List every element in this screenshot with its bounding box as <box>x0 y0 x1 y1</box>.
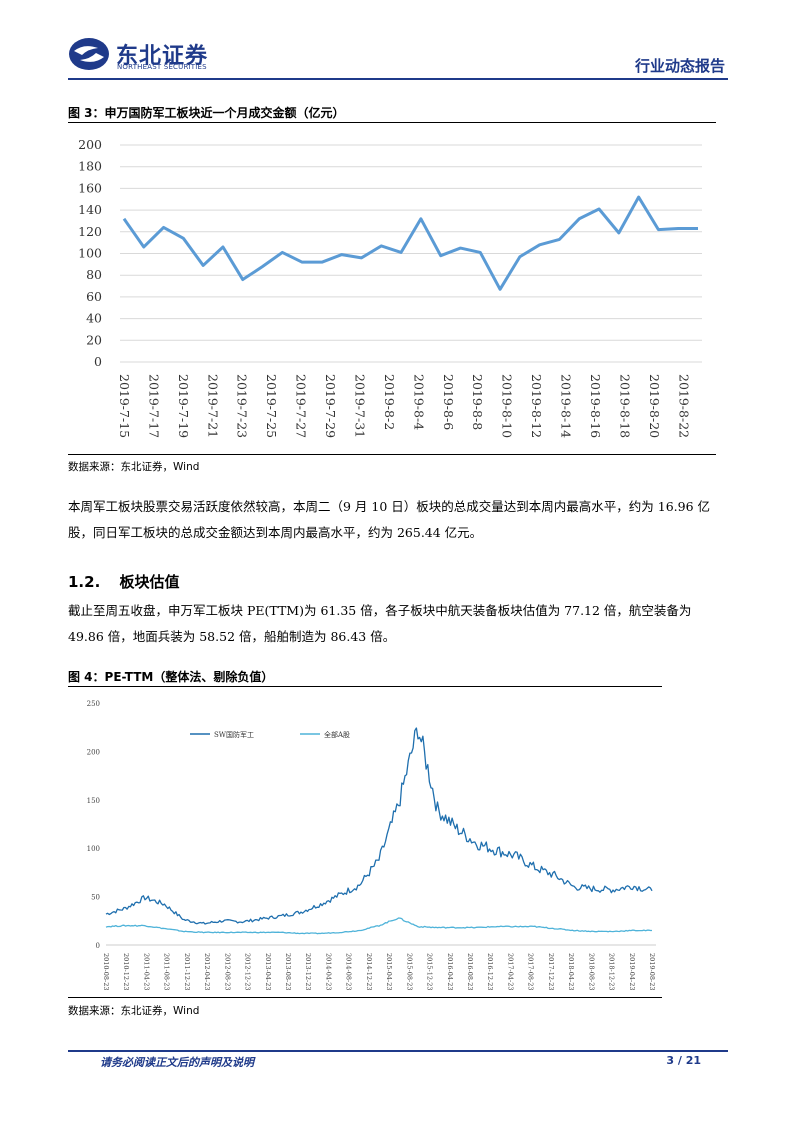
chart2-x-tick-label: 2013-08-23 <box>284 953 292 990</box>
chart2-x-tick-label: 2013-04-23 <box>264 953 272 990</box>
chart2-x-tick-label: 2012-08-23 <box>223 953 231 990</box>
logo-text-cn: 东北证券 <box>116 44 209 69</box>
chart2-y-tick-label: 100 <box>87 845 100 853</box>
chart1-y-tick-label: 120 <box>78 224 102 239</box>
chart2-x-tick-label: 2014-08-23 <box>345 953 353 990</box>
figure3-line-chart: 0 20 40 60 80 100 120 140 160 180 200 2019-7-15 2019… <box>78 137 702 438</box>
chart1-y-tick-label: 180 <box>78 159 102 174</box>
chart1-y-tick-label: 160 <box>78 180 102 195</box>
logo-text-en: NORTHEAST SECURITIES <box>117 63 207 71</box>
chart1-x-tick-label: 2019-8-12 <box>529 374 544 438</box>
chart2-y-tick-label: 200 <box>87 748 100 756</box>
chart2-x-tick-label: 2010-08-23 <box>102 953 110 990</box>
chart2-x-tick-label: 2013-12-23 <box>304 953 312 990</box>
report-type: 行业动态报告 <box>634 57 725 75</box>
chart2-x-tick-label: 2016-04-23 <box>446 953 454 990</box>
chart1-x-tick-label: 2019-8-8 <box>470 374 485 430</box>
chart2-x-tick-label: 2018-08-23 <box>587 953 595 990</box>
chart1-x-tick-label: 2019-7-15 <box>117 374 132 438</box>
chart1-y-tick-label: 140 <box>78 202 102 217</box>
chart1-x-tick-label: 2019-8-4 <box>411 374 426 430</box>
figure3-top-rule <box>68 122 716 123</box>
chart2-x-tick-label: 2019-08-23 <box>648 953 656 990</box>
figure4-source: 数据来源：东北证券，Wind <box>68 1005 200 1017</box>
section-title: 板块估值 <box>119 573 180 591</box>
chart1-x-tick-label: 2019-7-19 <box>176 374 191 438</box>
chart2-series-line-all-a-shares <box>105 917 653 935</box>
figure4-top-rule <box>68 686 662 687</box>
chart1-x-tick-label: 2019-8-14 <box>559 374 574 438</box>
figure3-bottom-rule <box>68 454 716 455</box>
chart2-x-tick-label: 2015-08-23 <box>405 953 413 990</box>
chart1-x-tick-label: 2019-7-27 <box>294 374 309 438</box>
chart2-x-tick-label: 2012-12-23 <box>244 953 252 990</box>
footer-divider <box>68 1050 728 1052</box>
chart2-y-tick-label: 50 <box>91 894 100 902</box>
chart2-x-tick-label: 2010-12-23 <box>122 953 130 990</box>
chart2-x-tick-label: 2016-12-23 <box>486 953 494 990</box>
chart1-x-tick-label: 2019-8-18 <box>617 374 632 438</box>
header-divider <box>68 78 728 80</box>
section-heading: 1.2. 板块估值 <box>68 571 180 592</box>
chart2-x-tick-label: 2017-08-23 <box>527 953 535 990</box>
chart2-y-tick-label: 0 <box>96 942 100 950</box>
chart2-x-tick-label: 2014-04-23 <box>324 953 332 990</box>
chart2-series-line-sw-defense <box>105 727 653 925</box>
chart1-y-tick-label: 80 <box>86 267 102 282</box>
chart2-x-tick-label: 2016-08-23 <box>466 953 474 990</box>
chart2-x-tick-label: 2015-04-23 <box>385 953 393 990</box>
chart2-x-tick-label: 2011-04-23 <box>142 953 150 990</box>
figure4-title: 图 4：PE-TTM（整体法、剔除负值） <box>68 670 274 684</box>
chart1-x-tick-label: 2019-8-22 <box>676 374 691 438</box>
chart1-y-tick-label: 40 <box>86 311 102 326</box>
chart2-x-tick-label: 2011-12-23 <box>183 953 191 990</box>
chart1-x-tick-label: 2019-7-31 <box>352 374 367 438</box>
chart1-y-tick-label: 60 <box>86 289 102 304</box>
body-paragraph-2: 截止至周五收盘，申万军工板块 PE(TTM)为 61.35 倍，各子板块中航天装… <box>68 603 692 644</box>
chart1-x-tick-label: 2019-7-29 <box>323 374 338 438</box>
chart1-x-tick-label: 2019-8-10 <box>500 374 515 438</box>
chart1-x-tick-label: 2019-8-2 <box>382 374 397 430</box>
chart2-x-tick-label: 2019-04-23 <box>628 953 636 990</box>
chart2-x-tick-label: 2018-12-23 <box>608 953 616 990</box>
chart1-y-tick-label: 0 <box>94 354 102 369</box>
chart1-y-tick-label: 200 <box>78 137 102 152</box>
chart1-series-line <box>122 195 698 291</box>
chart2-x-tick-label: 2011-08-23 <box>163 953 171 990</box>
chart1-x-tick-label: 2019-7-21 <box>205 374 220 438</box>
chart1-y-tick-label: 100 <box>78 246 102 261</box>
page-number: 3 / 21 <box>666 1054 701 1067</box>
chart1-x-tick-label: 2019-7-17 <box>146 374 161 438</box>
chart2-x-tick-label: 2014-12-23 <box>365 953 373 990</box>
body-paragraph-1: 本周军工板块股票交易活跃度依然较高，本周二（9 月 10 日）板块的总成交量达到… <box>68 499 711 540</box>
chart1-x-tick-label: 2019-7-25 <box>264 374 279 438</box>
chart2-x-tick-label: 2015-12-23 <box>426 953 434 990</box>
figure3-source: 数据来源：东北证券，Wind <box>68 461 200 473</box>
chart2-y-tick-label: 150 <box>87 797 100 805</box>
footer-disclaimer: 请务必阅读正文后的声明及说明 <box>100 1056 254 1069</box>
chart2-x-tick-label: 2017-04-23 <box>506 953 514 990</box>
figure4-line-chart: 0 50 100 150 200 250 2010-08-23 2010-12-23 2011-… <box>87 700 656 990</box>
chart1-x-tick-label: 2019-8-20 <box>647 374 662 438</box>
chart2-legend-label: SW国防军工 <box>214 730 254 739</box>
chart1-x-tick-label: 2019-8-16 <box>588 374 603 438</box>
chart2-x-tick-label: 2018-04-23 <box>567 953 575 990</box>
chart2-y-tick-label: 250 <box>87 700 100 708</box>
figure3-title: 图 3：申万国防军工板块近一个月成交金额（亿元） <box>68 106 345 120</box>
chart1-x-tick-label: 2019-8-6 <box>441 374 456 430</box>
figure4-bottom-rule <box>68 997 662 998</box>
section-number: 1.2. <box>68 573 101 591</box>
chart1-x-tick-label: 2019-7-23 <box>235 374 250 438</box>
chart2-x-tick-label: 2017-12-23 <box>547 953 555 990</box>
company-logo-icon <box>69 38 109 70</box>
chart2-x-tick-label: 2012-04-23 <box>203 953 211 990</box>
chart1-y-tick-label: 20 <box>86 332 102 347</box>
chart2-legend-label: 全部A股 <box>324 730 350 739</box>
